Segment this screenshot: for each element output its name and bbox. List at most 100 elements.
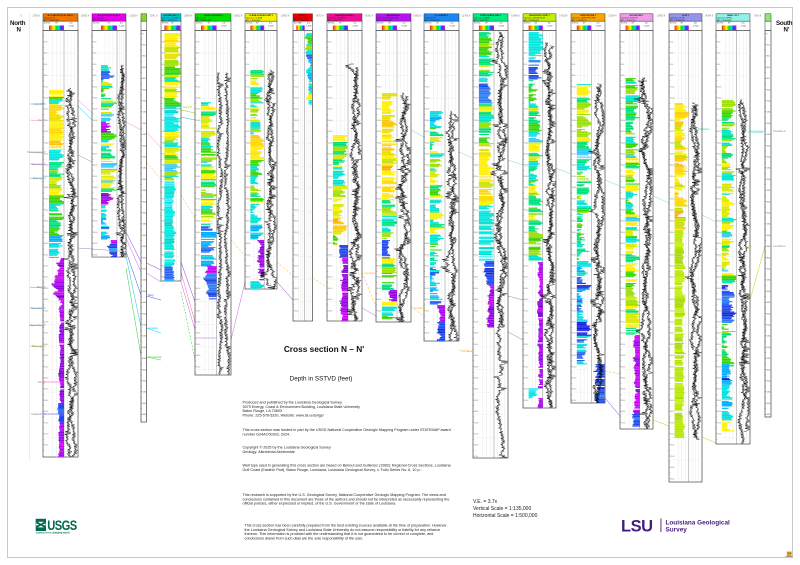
svg-text:1200: 1200: [246, 98, 250, 100]
svg-text:2000: 2000: [717, 142, 721, 144]
svg-text:API: 170822924: API: 170822924: [196, 19, 212, 22]
svg-text:2600: 2600: [717, 176, 721, 178]
svg-text:5000: 5000: [717, 310, 721, 312]
svg-text:2600: 2600: [93, 176, 97, 178]
svg-text:3400: 3400: [767, 224, 771, 226]
svg-text:1000: 1000: [425, 86, 429, 88]
svg-text:Frio: Frio: [38, 381, 43, 384]
svg-text:3000: 3000: [44, 198, 48, 200]
svg-text:2800: 2800: [246, 187, 250, 189]
svg-text:Het Marine: Het Marine: [698, 128, 710, 131]
svg-text:4400: 4400: [246, 277, 250, 279]
svg-text:CL&F 1: CL&F 1: [682, 15, 690, 17]
svg-text:3600: 3600: [294, 232, 298, 234]
svg-text:3000: 3000: [717, 198, 721, 200]
svg-text:2600: 2600: [294, 176, 298, 178]
svg-text:Operator: P: Operator: P: [425, 17, 436, 20]
svg-text:1600: 1600: [93, 120, 97, 122]
svg-text:5600: 5600: [143, 347, 147, 349]
svg-text:API: 170829503: API: 170829503: [621, 19, 637, 22]
svg-text:800: 800: [621, 75, 624, 77]
svg-text:Amph B: Amph B: [33, 103, 42, 106]
svg-text:200: 200: [196, 42, 199, 44]
svg-text:6200: 6200: [670, 378, 674, 380]
svg-text:2000: 2000: [328, 142, 332, 144]
svg-text:5200: 5200: [717, 322, 721, 324]
svg-text:7000: 7000: [717, 422, 721, 424]
svg-text:6800: 6800: [621, 411, 625, 413]
svg-text:This cross section was funded: This cross section was funded in part by…: [243, 428, 451, 432]
svg-text:2200: 2200: [328, 154, 332, 156]
svg-text:2000: 2000: [162, 142, 166, 144]
svg-text:1000: 1000: [767, 89, 771, 91]
svg-text:2800: 2800: [572, 187, 576, 189]
svg-text:3600: 3600: [717, 232, 721, 234]
svg-text:11924 ft: 11924 ft: [608, 14, 617, 17]
svg-text:2400: 2400: [328, 165, 332, 167]
svg-text:600: 600: [717, 64, 720, 66]
svg-text:ILD: ILD: [645, 22, 649, 24]
svg-text:1600: 1600: [524, 120, 528, 122]
svg-text:EXXON FEE 1: EXXON FEE 1: [630, 15, 644, 17]
svg-text:3800: 3800: [328, 243, 332, 245]
svg-text:0: 0: [143, 33, 144, 35]
svg-text:API: 170825117: API: 170825117: [328, 19, 344, 22]
svg-text:5800: 5800: [44, 355, 48, 357]
svg-text:4200: 4200: [246, 266, 250, 268]
svg-text:2800: 2800: [670, 187, 674, 189]
svg-text:2000: 2000: [294, 142, 298, 144]
svg-text:1400: 1400: [767, 112, 771, 114]
svg-text:5000: 5000: [670, 310, 674, 312]
svg-text:200: 200: [474, 42, 477, 44]
svg-text:800: 800: [717, 75, 720, 77]
svg-text:2400: 2400: [93, 165, 97, 167]
svg-text:1400: 1400: [143, 112, 147, 114]
svg-text:Operator: CLARA: Operator: CLARA: [246, 17, 263, 20]
svg-text:5400: 5400: [196, 333, 200, 335]
svg-text:Produced and published by the: Produced and published by the Louisiana …: [243, 401, 343, 405]
svg-text:5000: 5000: [328, 310, 332, 312]
svg-text:3800: 3800: [246, 243, 250, 245]
svg-text:1200: 1200: [196, 98, 200, 100]
svg-text:4000: 4000: [524, 254, 528, 256]
svg-text:ILD: ILD: [402, 22, 406, 24]
svg-text:4200: 4200: [767, 269, 771, 271]
svg-text:4400: 4400: [621, 277, 625, 279]
svg-text:4800: 4800: [474, 299, 478, 301]
svg-text:LAPEYROUSE 1: LAPEYROUSE 1: [580, 14, 597, 17]
svg-text:3400: 3400: [294, 221, 298, 223]
svg-text:4600: 4600: [143, 291, 147, 293]
svg-text:1800: 1800: [717, 131, 721, 133]
svg-text:4000: 4000: [93, 254, 97, 256]
svg-text:ILD: ILD: [499, 22, 503, 24]
svg-text:SSTVD: SSTVD: [294, 22, 301, 24]
svg-text:3400: 3400: [425, 221, 429, 223]
svg-text:4600: 4600: [474, 288, 478, 290]
svg-text:1400: 1400: [717, 109, 721, 111]
svg-text:.2 2000: .2 2000: [221, 26, 227, 28]
svg-text:14394 ft: 14394 ft: [705, 14, 714, 17]
svg-text:2800: 2800: [162, 187, 166, 189]
svg-text:3400: 3400: [162, 221, 166, 223]
svg-text:3800: 3800: [196, 243, 200, 245]
svg-text:SSTVD: SSTVD: [328, 22, 335, 24]
svg-text:7800: 7800: [670, 467, 674, 469]
svg-text:3800: 3800: [717, 243, 721, 245]
svg-text:14952 ft: 14952 ft: [413, 14, 422, 17]
svg-text:4400: 4400: [717, 277, 721, 279]
svg-text:1400: 1400: [377, 109, 381, 111]
svg-text:1200: 1200: [572, 98, 576, 100]
svg-text:2200: 2200: [670, 154, 674, 156]
svg-text:3800: 3800: [294, 243, 298, 245]
svg-text:400: 400: [196, 53, 199, 55]
svg-text:science for a changing world: science for a changing world: [36, 531, 70, 534]
svg-text:2200: 2200: [143, 157, 147, 159]
svg-text:1400: 1400: [44, 109, 48, 111]
svg-text:4200: 4200: [328, 266, 332, 268]
svg-text:5600: 5600: [474, 344, 478, 346]
svg-text:3400: 3400: [93, 221, 97, 223]
svg-text:2400: 2400: [524, 165, 528, 167]
svg-text:400: 400: [246, 53, 249, 55]
svg-text:1800: 1800: [670, 131, 674, 133]
svg-text:800: 800: [474, 75, 477, 77]
